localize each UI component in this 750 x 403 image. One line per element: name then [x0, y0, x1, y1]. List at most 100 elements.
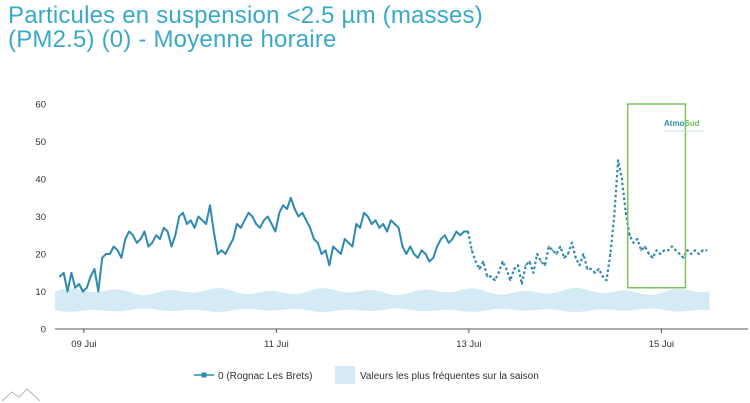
data-point [359, 226, 361, 229]
data-point [617, 159, 619, 162]
data-point [467, 230, 469, 233]
data-point [470, 249, 473, 252]
data-point [297, 215, 300, 218]
data-point [201, 219, 204, 222]
data-point [555, 253, 558, 255]
data-point [209, 204, 211, 207]
data-point [582, 253, 585, 255]
data-point [413, 253, 415, 255]
data-point [58, 275, 61, 278]
mountain-icon [1, 388, 41, 402]
data-point [239, 226, 242, 229]
data-point [85, 286, 88, 289]
data-point [174, 234, 177, 237]
data-point [613, 215, 616, 218]
data-point [528, 260, 531, 263]
data-point [636, 238, 639, 240]
data-point [547, 245, 550, 248]
legend[interactable]: 0 (Rognac Les Brets) Valeurs les plus fr… [194, 366, 539, 384]
data-point [663, 249, 666, 252]
data-point [263, 219, 265, 222]
data-point [93, 268, 96, 270]
data-point [97, 290, 100, 293]
axis-layer: 0 10 20 30 40 50 60 09 Jui 11 Jui 13 Jui 15 Jui [35, 100, 748, 350]
data-point [390, 219, 392, 222]
y-tick-label: 60 [35, 100, 46, 111]
data-point [536, 253, 539, 255]
legend-item-series[interactable]: 0 (Rognac Les Brets) [194, 371, 313, 382]
data-point [705, 249, 708, 252]
data-point [259, 226, 261, 229]
data-point [424, 253, 427, 255]
data-point [671, 245, 673, 248]
data-point [289, 196, 292, 199]
data-point [651, 256, 654, 259]
data-point [251, 215, 254, 218]
data-point [501, 260, 504, 263]
data-point [417, 256, 419, 259]
data-point [532, 271, 535, 274]
data-point [382, 223, 385, 225]
data-point [563, 256, 566, 259]
data-point [293, 208, 296, 210]
data-point [347, 241, 350, 244]
data-point [309, 226, 311, 229]
data-point [482, 260, 485, 263]
data-point [255, 223, 258, 225]
data-point [247, 211, 250, 214]
data-point [236, 223, 238, 225]
data-point [132, 234, 134, 237]
data-point [520, 283, 523, 285]
data-point [540, 260, 542, 263]
data-point [286, 208, 288, 210]
data-point [609, 253, 612, 255]
data-point [105, 253, 107, 255]
y-tick-label: 40 [35, 175, 46, 186]
data-point [270, 223, 273, 225]
data-point [70, 271, 73, 274]
data-point [62, 271, 65, 274]
data-point [574, 256, 577, 259]
data-point [682, 256, 685, 259]
data-point [505, 268, 508, 270]
data-point [667, 249, 669, 252]
data-point [366, 215, 369, 218]
data-point [278, 211, 281, 214]
data-point [524, 264, 527, 267]
data-point [432, 256, 435, 259]
data-point [578, 264, 581, 267]
data-point [571, 241, 573, 244]
data-point [351, 245, 354, 248]
data-point [324, 249, 327, 252]
data-point [228, 245, 231, 248]
data-point [559, 245, 562, 248]
data-point [78, 283, 80, 285]
logo-text: AtmoSud [664, 119, 700, 128]
data-point [601, 275, 604, 278]
data-point [698, 253, 700, 255]
data-point [363, 211, 365, 214]
data-point [624, 211, 627, 214]
data-point [409, 245, 412, 248]
legend-band-swatch [335, 366, 355, 384]
data-point [212, 230, 215, 233]
data-point [220, 249, 223, 252]
data-point [701, 249, 704, 252]
data-point [517, 264, 519, 267]
data-point [374, 219, 377, 222]
data-point [193, 226, 196, 229]
data-point [189, 219, 192, 222]
data-point [155, 234, 158, 237]
data-point [474, 260, 477, 263]
data-point [216, 253, 219, 255]
data-point [567, 253, 569, 255]
data-point [135, 241, 138, 244]
data-point [674, 249, 677, 252]
legend-item-band[interactable]: Valeurs les plus fréquentes sur la saiso… [335, 366, 539, 384]
data-point [178, 215, 181, 218]
x-tick-label: 09 Jui [71, 339, 96, 350]
data-point [243, 219, 246, 222]
data-point [397, 226, 400, 229]
data-point [370, 223, 373, 225]
